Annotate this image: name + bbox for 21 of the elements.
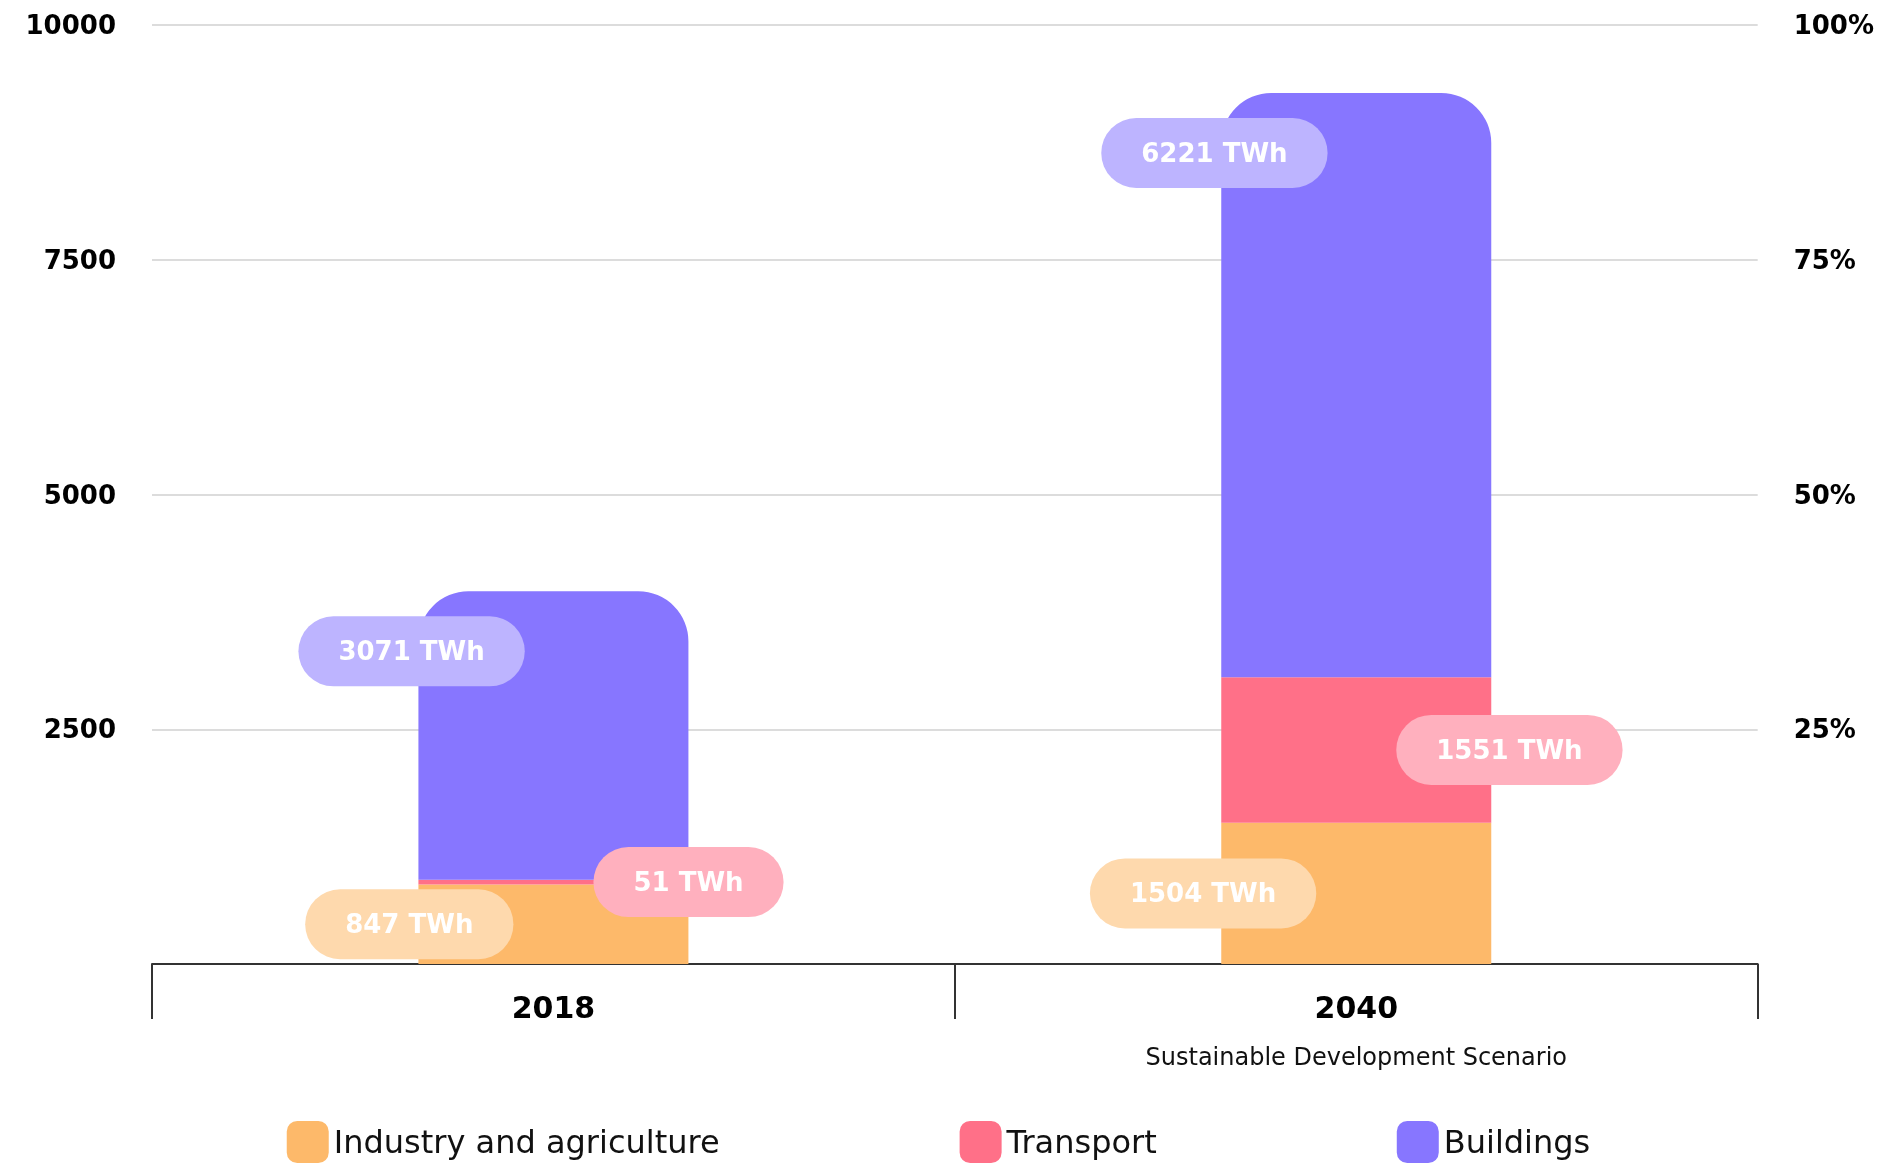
data-label: 1551 TWh <box>1436 734 1583 765</box>
y2-tick-label: 100% <box>1793 10 1874 40</box>
y2-tick-label: 50% <box>1793 479 1856 510</box>
bar <box>1221 92 1492 678</box>
x-tick-label: 2040 <box>1314 989 1399 1025</box>
y2-tick-label: 75% <box>1793 244 1856 275</box>
y-tick-label: 10000 <box>25 10 116 40</box>
data-label: 1504 TWh <box>1129 878 1277 909</box>
data-label: 51 TWh <box>633 867 744 898</box>
legend-label: Transport <box>1005 1123 1157 1161</box>
y-tick-label: 7500 <box>43 244 116 275</box>
y-tick-label: 2500 <box>43 714 116 745</box>
text: Sustainable Development Scenario <box>1145 1043 1567 1071</box>
legend-label: Buildings <box>1443 1123 1591 1161</box>
data-label: 3071 TWh <box>338 636 485 667</box>
legend-label: Industry and agriculture <box>333 1123 720 1161</box>
y2-tick-label: 25% <box>1793 714 1856 745</box>
x-tick-label: 2018 <box>511 989 596 1025</box>
y-tick-label: 5000 <box>43 479 116 510</box>
data-label: 847 TWh <box>345 909 474 940</box>
data-label: 6221 TWh <box>1141 137 1288 168</box>
